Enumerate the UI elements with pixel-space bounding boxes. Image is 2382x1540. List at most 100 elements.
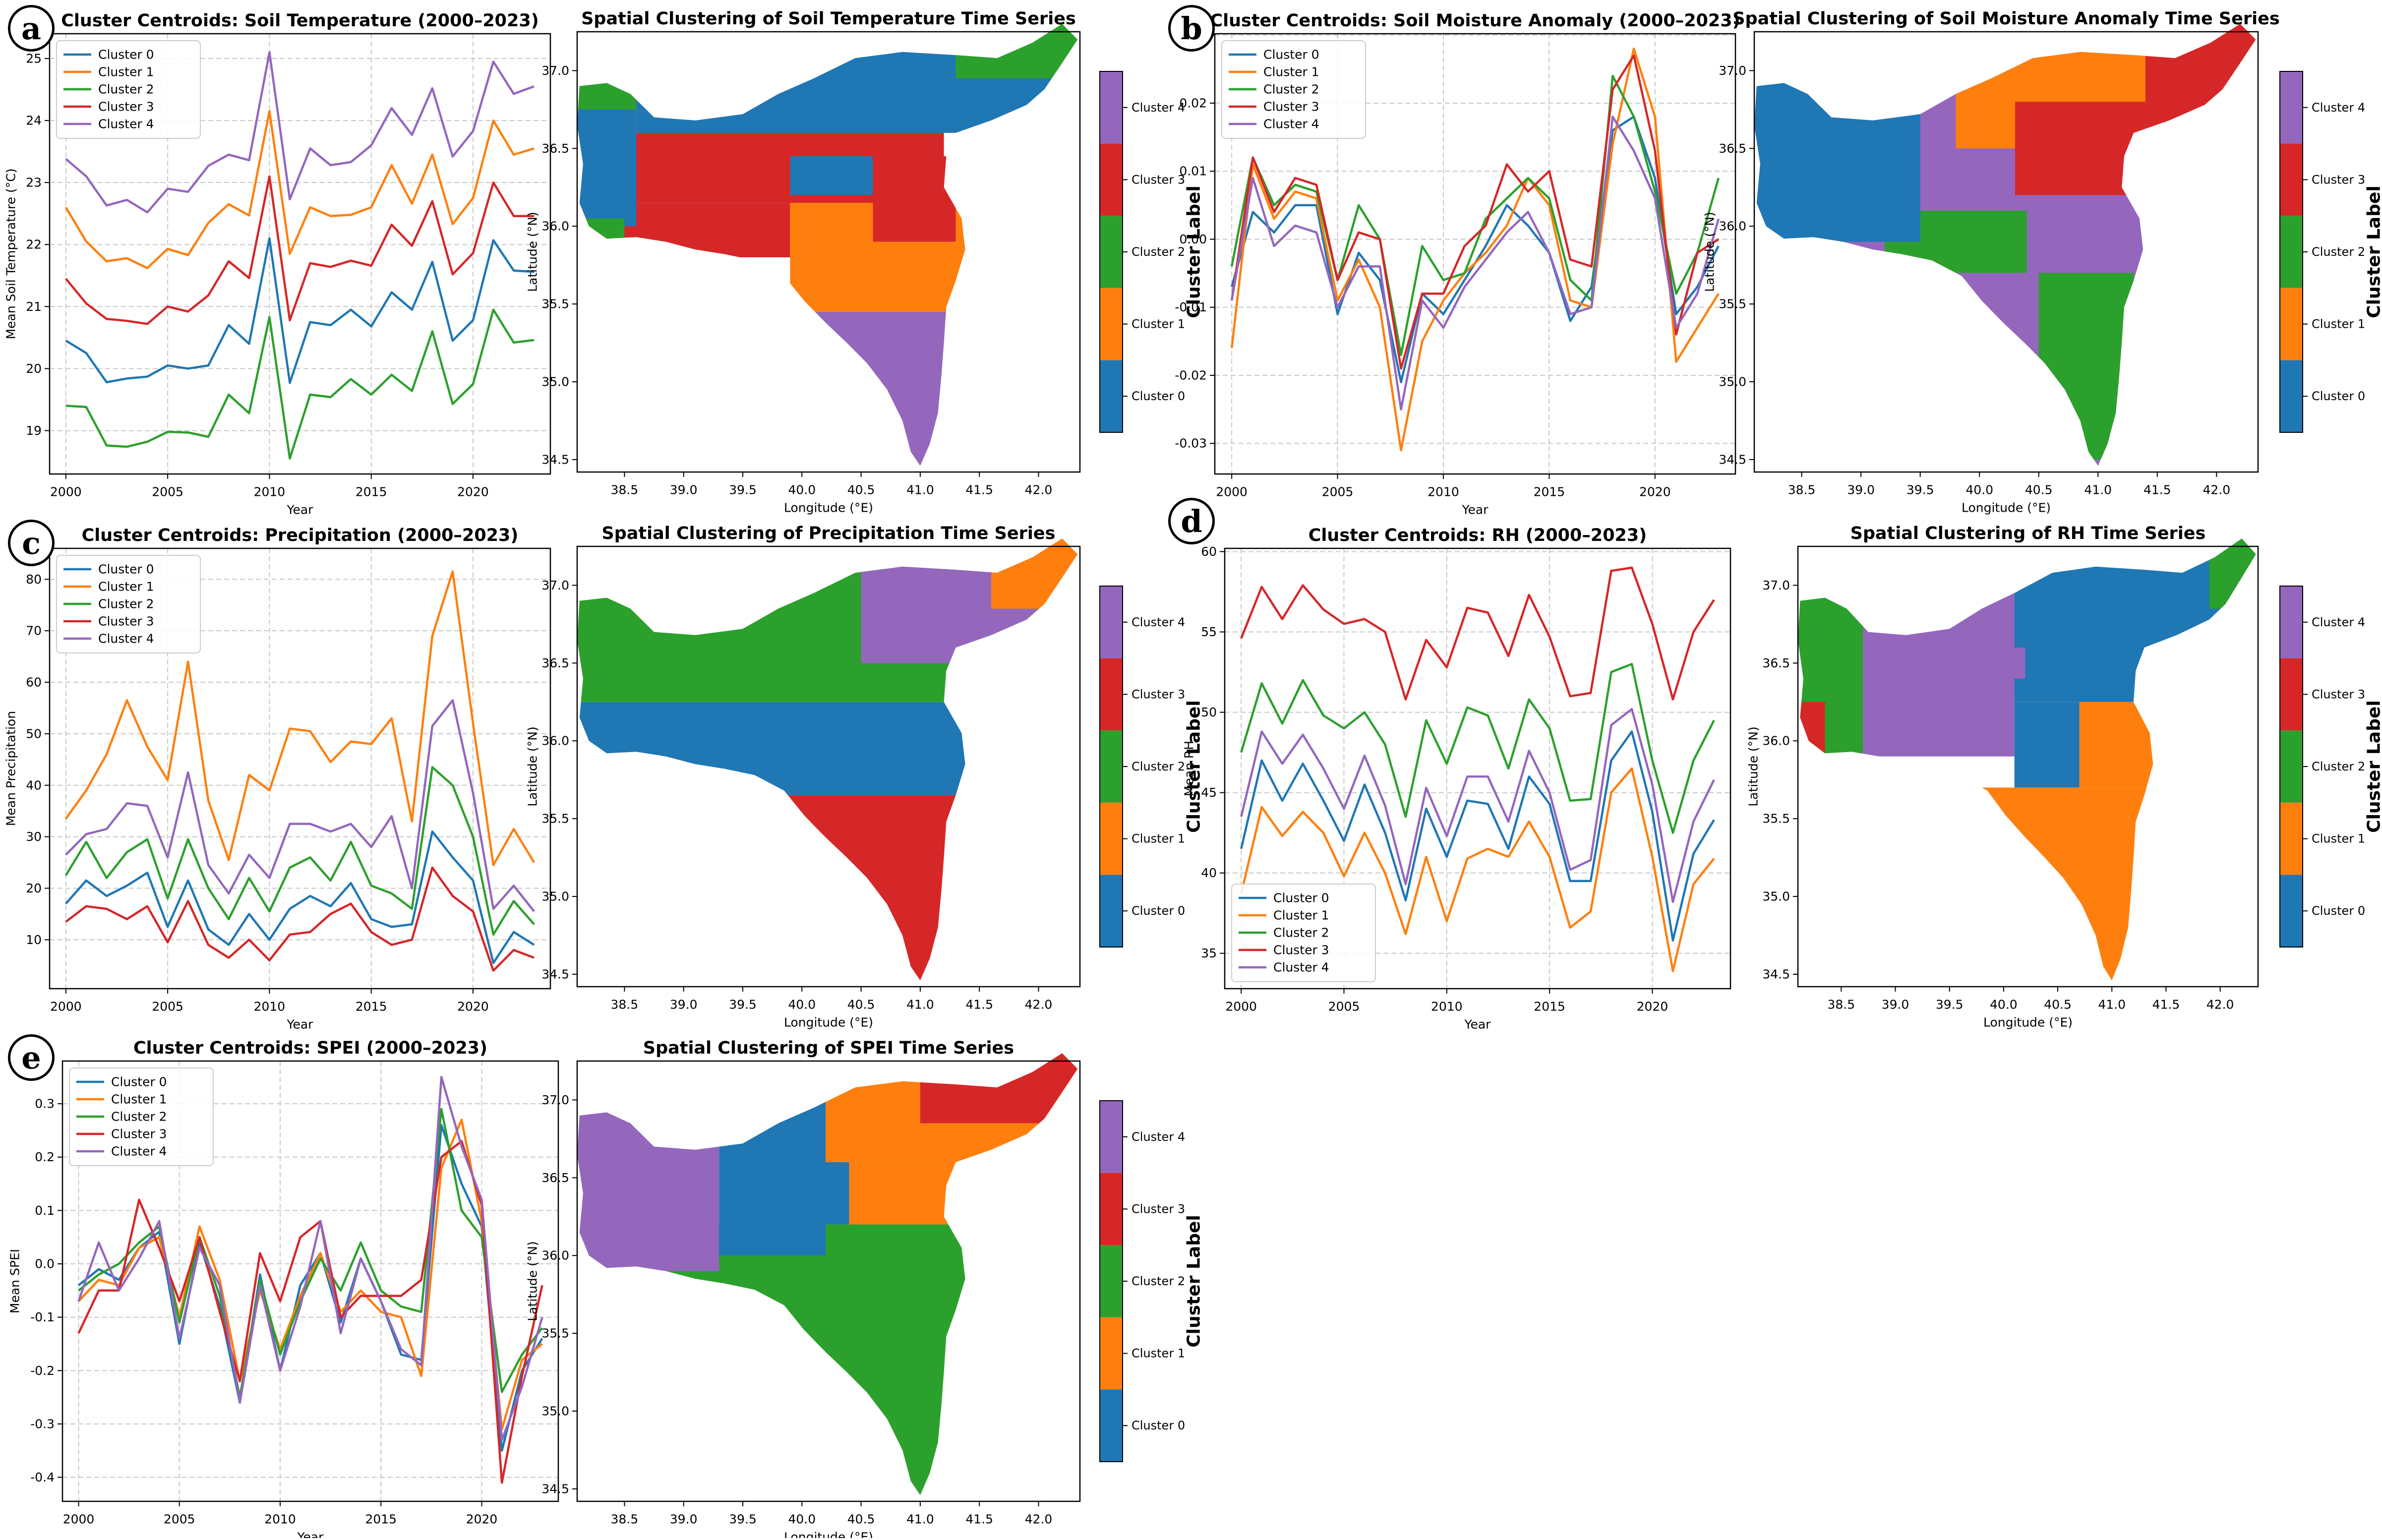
y-tick-label: 30 (26, 829, 42, 844)
x-tick-label: 2015 (365, 1512, 397, 1527)
x-axis-label: Longitude (°E) (1962, 501, 2051, 515)
colorbar-segment-cluster-4 (1100, 586, 1123, 658)
panel-label-e: e (8, 1034, 55, 1081)
x-tick-label: 38.5 (1828, 998, 1855, 1012)
legend-label-cluster-3: Cluster 3 (1263, 100, 1319, 114)
x-tick-label: 40.0 (788, 1512, 816, 1527)
y-tick-label: 35.5 (1719, 297, 1746, 311)
x-tick-label: 41.0 (2098, 998, 2126, 1012)
colorbar-tick-label: Cluster 1 (2312, 317, 2365, 331)
x-tick-label: 41.5 (965, 998, 993, 1012)
x-tick-label: 40.5 (847, 1512, 875, 1527)
x-tick-label: 2015 (356, 485, 387, 499)
x-axis-label: Longitude (°E) (784, 1015, 873, 1030)
x-tick-label: 41.0 (906, 483, 934, 497)
legend-label-cluster-2: Cluster 2 (98, 597, 154, 611)
x-tick-label: 2005 (1328, 1000, 1360, 1014)
colorbar-segment-cluster-4 (1100, 1101, 1123, 1173)
y-tick-label: 40 (26, 778, 42, 792)
y-tick-label: 36.0 (1762, 734, 1790, 748)
y-axis-label: Mean Soil Temperature (°C) (4, 169, 18, 340)
colorbar-segment-cluster-3 (2280, 658, 2303, 731)
x-tick-label: 39.5 (1936, 998, 1964, 1012)
x-tick-label: 39.0 (670, 1512, 698, 1527)
x-axis-label: Year (297, 1530, 324, 1539)
series-line-cluster-3 (79, 1141, 542, 1483)
legend-label-cluster-2: Cluster 2 (1263, 82, 1319, 97)
cluster-region-1 (2080, 702, 2263, 788)
colorbar-segment-cluster-0 (1100, 875, 1123, 947)
x-tick-label: 2010 (254, 1000, 286, 1014)
x-tick-label: 40.5 (2025, 483, 2053, 497)
cluster-region-3 (2015, 102, 2145, 195)
colorbar-tick-label: Cluster 1 (1131, 832, 1185, 846)
cluster-regions (577, 538, 1086, 990)
y-tick-label: 35.0 (1762, 889, 1790, 904)
series-line-cluster-0 (66, 831, 534, 963)
cluster-region-0 (1754, 24, 1920, 241)
series-line-cluster-2 (66, 310, 534, 459)
y-tick-label: 35.5 (541, 297, 569, 311)
y-tick-label: 24 (26, 114, 42, 128)
y-tick-label: 55 (1201, 625, 1217, 639)
y-tick-label: 19 (26, 423, 42, 438)
x-tick-label: 2005 (1322, 485, 1354, 499)
colorbar-label: Cluster Label (1184, 700, 1204, 833)
x-tick-label: 41.0 (2084, 483, 2112, 497)
x-tick-label: 2000 (50, 1000, 82, 1014)
y-tick-label: 35.0 (1719, 375, 1746, 389)
colorbar-segment-cluster-2 (2280, 216, 2303, 288)
x-tick-label: 2015 (1534, 485, 1565, 499)
colorbar-tick-label: Cluster 0 (2312, 389, 2365, 403)
cluster-region-2 (1825, 257, 1920, 335)
legend-label-cluster-1: Cluster 1 (1263, 65, 1319, 79)
x-tick-label: 38.5 (611, 1512, 639, 1527)
cluster-regions (1798, 538, 2263, 990)
y-tick-label: 37.0 (541, 578, 569, 592)
x-tick-label: 40.5 (847, 998, 875, 1012)
y-tick-label: -0.3 (30, 1417, 55, 1431)
x-tick-label: 2015 (356, 1000, 387, 1014)
y-tick-label: -0.1 (30, 1310, 55, 1324)
x-tick-label: 39.0 (670, 998, 698, 1012)
y-tick-label: 35.5 (541, 1326, 569, 1341)
y-tick-label: -0.03 (1175, 436, 1207, 451)
colorbar-label: Cluster Label (2364, 185, 2382, 318)
y-tick-label: 21 (26, 299, 42, 314)
y-tick-label: 0.0 (35, 1257, 55, 1271)
x-tick-label: 39.5 (729, 998, 757, 1012)
colorbar-segment-cluster-3 (1100, 144, 1123, 216)
x-tick-label: 40.0 (1990, 998, 2018, 1012)
y-tick-label: 0.1 (35, 1203, 55, 1218)
y-tick-label: 10 (26, 933, 42, 947)
legend-label-cluster-1: Cluster 1 (98, 65, 154, 79)
colorbar-label: Cluster Label (1184, 1215, 1204, 1348)
cluster-region-3 (1798, 702, 1825, 757)
colorbar-tick-label: Cluster 4 (1131, 1130, 1185, 1144)
colorbar-tick-label: Cluster 3 (2312, 173, 2365, 186)
cluster-region-4 (1982, 648, 2025, 679)
chart-title: Cluster Centroids: Precipitation (2000–2… (82, 526, 519, 545)
x-tick-label: 2000 (63, 1512, 95, 1527)
colorbar-segment-cluster-0 (2280, 875, 2303, 947)
cluster-region-2 (2209, 538, 2263, 608)
y-tick-label: 36.0 (541, 1248, 569, 1263)
cluster-region-1 (991, 538, 1086, 608)
colorbar-tick-label: Cluster 2 (1131, 760, 1185, 773)
colorbar-segment-cluster-4 (2280, 586, 2303, 658)
x-tick-label: 41.5 (2152, 998, 2180, 1012)
x-axis-label: Year (1464, 1017, 1491, 1032)
colorbar-tick-label: Cluster 4 (1131, 615, 1185, 629)
colorbar-tick-label: Cluster 2 (2312, 760, 2365, 773)
y-tick-label: 60 (1201, 544, 1217, 559)
colorbar-tick-label: Cluster 0 (1131, 389, 1185, 403)
x-tick-label: 2020 (1639, 485, 1671, 499)
x-tick-label: 40.0 (788, 998, 816, 1012)
x-tick-label: 2005 (152, 1000, 183, 1014)
y-tick-label: 0.3 (35, 1097, 55, 1111)
